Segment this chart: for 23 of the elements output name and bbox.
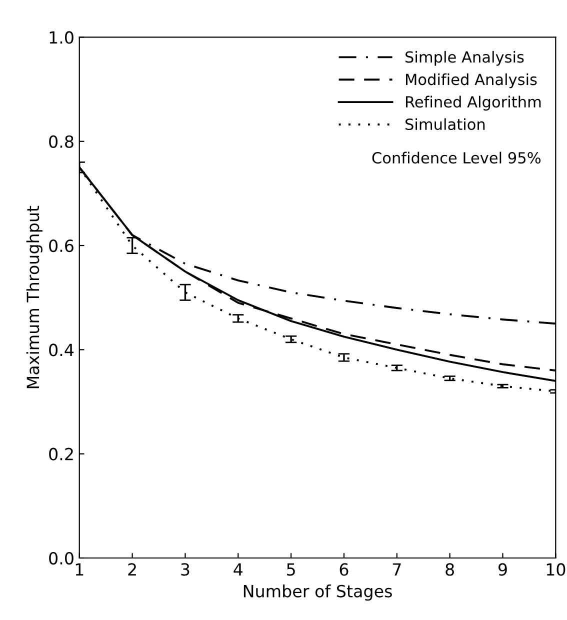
y-tick-label: 0.4: [49, 344, 74, 356]
y-tick-label: 0.0: [49, 552, 74, 565]
x-tick-label: 6: [340, 563, 348, 576]
x-axis-title: Number of Stages: [244, 584, 392, 601]
x-tick-label: 10: [546, 563, 566, 576]
x-tick-label: 2: [128, 563, 136, 576]
x-tick-label: 7: [392, 563, 401, 576]
legend-label: Simple Analysis: [406, 50, 524, 66]
y-axis-title: Maximum Throughput: [26, 206, 42, 388]
legend-label: Simulation: [406, 118, 485, 130]
y-tick-label: 1.0: [50, 31, 74, 44]
y-tick-label: 0.6: [49, 239, 74, 252]
x-tick-label: 3: [181, 563, 190, 576]
x-tick-label: 5: [287, 563, 295, 576]
x-tick-label: 1: [76, 563, 84, 576]
x-tick-label: 9: [498, 563, 507, 576]
annotation: Confidence Level 95%: [372, 152, 541, 164]
legend-label: Refined Algorithm: [406, 96, 541, 111]
x-tick-label: 8: [446, 563, 454, 576]
x-tick-label: 4: [234, 563, 243, 576]
legend-label: Modified Analysis: [406, 73, 537, 88]
y-tick-label: 0.8: [49, 135, 74, 148]
y-tick-label: 0.2: [49, 448, 73, 460]
